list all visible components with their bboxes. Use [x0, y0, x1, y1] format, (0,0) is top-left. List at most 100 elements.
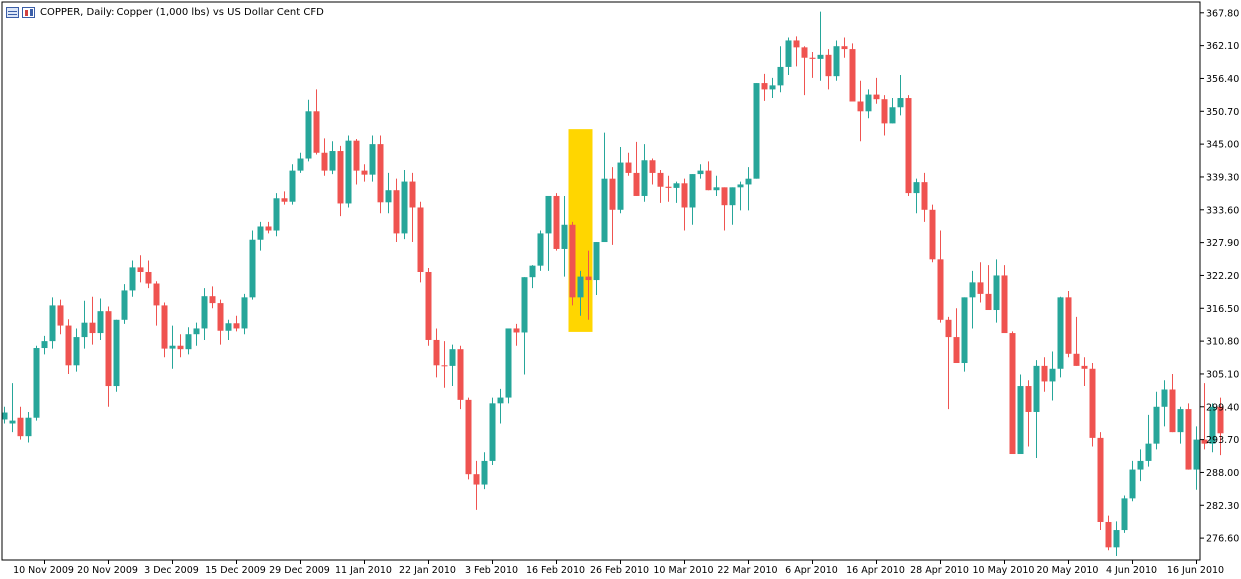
candle	[1185, 403, 1192, 470]
candle	[1177, 406, 1184, 444]
candle-body	[1121, 498, 1128, 531]
candle-body	[353, 140, 360, 171]
candle	[273, 193, 280, 237]
candle	[641, 144, 648, 202]
candle-body	[1137, 460, 1144, 470]
candle	[801, 46, 808, 96]
x-tick-label: 10 May 2010	[973, 565, 1035, 576]
candle	[401, 170, 408, 240]
candle	[1097, 432, 1104, 531]
candle-body	[529, 265, 536, 278]
candle	[553, 193, 560, 251]
symbol-label: COPPER, Daily:	[40, 6, 115, 18]
candle-body	[473, 474, 480, 485]
candle	[33, 345, 40, 421]
candle	[489, 397, 496, 465]
candle	[1161, 380, 1168, 427]
y-tick-label: 276.60	[1206, 534, 1239, 545]
candle-body	[97, 311, 104, 334]
candle-body	[121, 290, 128, 320]
candle-body	[1001, 275, 1008, 334]
candlestick-icon[interactable]	[22, 6, 35, 18]
candle-body	[617, 162, 624, 210]
candle	[769, 77, 776, 99]
candle	[865, 89, 872, 119]
candle-body	[73, 337, 80, 366]
candle	[1001, 265, 1008, 334]
candle-body	[65, 325, 72, 366]
y-tick-label: 345.00	[1206, 140, 1239, 151]
x-tick-label: 16 Apr 2010	[846, 565, 905, 576]
candle-body	[945, 319, 952, 338]
candle-body	[1089, 368, 1096, 438]
candle-body	[1201, 439, 1208, 444]
x-tick-label: 10 Nov 2009	[13, 565, 74, 576]
candle	[153, 281, 160, 326]
y-tick-label: 333.60	[1206, 205, 1239, 216]
candle-body	[953, 337, 960, 364]
candle-body	[369, 144, 376, 175]
candle-body	[257, 226, 264, 240]
candle-body	[673, 183, 680, 188]
candle	[425, 267, 432, 346]
candle	[905, 95, 912, 196]
candle	[913, 178, 920, 214]
candle	[305, 99, 312, 162]
candle	[513, 323, 520, 346]
x-tick-label: 26 Feb 2010	[590, 565, 649, 576]
candle-body	[881, 99, 888, 124]
candle	[145, 260, 152, 289]
candle-body	[57, 305, 64, 326]
candle	[481, 452, 488, 490]
candle-body	[233, 323, 240, 329]
candle	[985, 265, 992, 311]
candle-body	[497, 397, 504, 404]
candle-body	[505, 328, 512, 398]
candle	[537, 230, 544, 271]
candle-body	[345, 140, 352, 204]
candle-body	[49, 305, 56, 342]
candle-body	[1129, 469, 1136, 499]
candle	[649, 158, 656, 185]
candle	[1089, 363, 1096, 447]
candle-body	[569, 224, 576, 298]
candle	[1193, 426, 1200, 490]
x-tick-label: 20 May 2010	[1037, 565, 1099, 576]
candle	[937, 230, 944, 323]
candle	[1201, 383, 1208, 450]
candle-body	[593, 242, 600, 281]
candle	[201, 288, 208, 340]
candle-body	[201, 296, 208, 329]
candle	[841, 37, 848, 58]
candle-body	[985, 293, 992, 311]
candle-body	[601, 178, 608, 243]
candle-body	[377, 144, 384, 203]
candle-body	[1161, 389, 1168, 407]
candle-body	[889, 107, 896, 124]
candle	[953, 308, 960, 364]
candle-body	[89, 322, 96, 334]
candle	[1025, 380, 1032, 447]
candle	[249, 230, 256, 300]
candle	[281, 191, 288, 205]
y-tick-label: 299.40	[1206, 402, 1239, 413]
candle-body	[737, 184, 744, 188]
candle	[417, 201, 424, 283]
candle-body	[761, 83, 768, 90]
candle	[473, 460, 480, 510]
x-tick-label: 3 Feb 2010	[465, 565, 518, 576]
candle-body	[537, 233, 544, 266]
candle	[1017, 374, 1024, 455]
candle-body	[753, 83, 760, 179]
y-tick-label: 310.80	[1206, 337, 1239, 348]
table-icon[interactable]	[6, 6, 19, 18]
candle	[713, 175, 720, 196]
candle-body	[969, 282, 976, 298]
candle-body	[553, 195, 560, 249]
candle	[625, 152, 632, 176]
candle-body	[297, 158, 304, 171]
candle	[465, 397, 472, 480]
candle	[409, 172, 416, 243]
candle	[1033, 360, 1040, 459]
